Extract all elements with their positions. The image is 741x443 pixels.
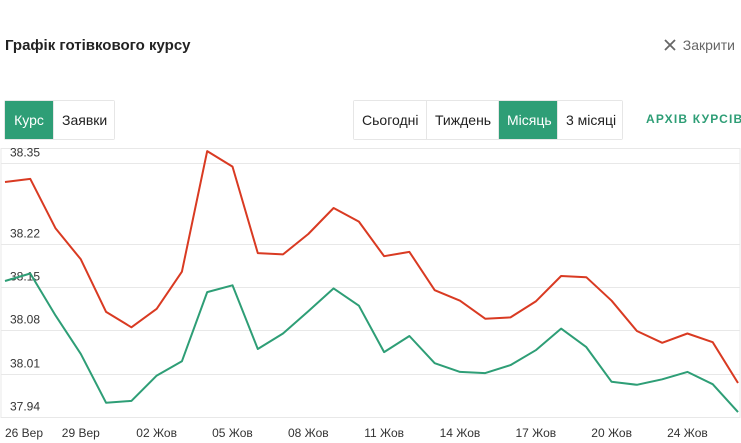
x-tick-label: 24 Жов — [667, 426, 708, 440]
x-tick-label: 20 Жов — [591, 426, 632, 440]
y-tick-label: 38.01 — [10, 357, 40, 371]
x-tick-label: 02 Жов — [136, 426, 177, 440]
tab-3-months[interactable]: 3 місяці — [558, 101, 622, 139]
tab-today[interactable]: Сьогодні — [354, 101, 427, 139]
mode-tabs: Курс Заявки — [4, 100, 115, 140]
tab-requests[interactable]: Заявки — [54, 101, 114, 139]
tab-month[interactable]: Місяць — [499, 101, 558, 139]
y-tick-label: 38.08 — [10, 313, 40, 327]
close-label: Закрити — [682, 37, 735, 53]
x-tick-label: 11 Жов — [364, 426, 404, 440]
x-tick-label: 29 Вер — [62, 426, 100, 440]
y-tick-label: 38.22 — [10, 227, 40, 241]
period-tabs: Сьогодні Тиждень Місяць 3 місяці — [353, 100, 623, 140]
rate-chart: 38.35 38.22 38.15 38.08 38.01 37.94 26 Вер 29 В… — [0, 148, 741, 440]
y-tick-label: 38.15 — [10, 270, 40, 284]
sell-rate-line — [4, 150, 739, 384]
x-tick-label: 26 Вер — [5, 426, 43, 440]
archive-link[interactable]: АРХІВ КУРСІВ — [646, 112, 741, 126]
plot-frame — [0, 148, 741, 418]
close-button[interactable]: Закрити — [663, 37, 735, 53]
x-tick-label: 08 Жов — [288, 426, 329, 440]
y-tick-label: 37.94 — [10, 400, 40, 414]
x-tick-label: 17 Жов — [515, 426, 556, 440]
x-tick-label: 05 Жов — [212, 426, 253, 440]
y-tick-label: 38.35 — [10, 148, 40, 160]
page-title: Графік готівкового курсу — [5, 37, 191, 54]
tab-rate[interactable]: Курс — [5, 101, 54, 139]
x-tick-label: 14 Жов — [440, 426, 481, 440]
tab-week[interactable]: Тиждень — [427, 101, 499, 139]
close-icon — [663, 38, 677, 52]
buy-rate-line — [4, 272, 739, 413]
